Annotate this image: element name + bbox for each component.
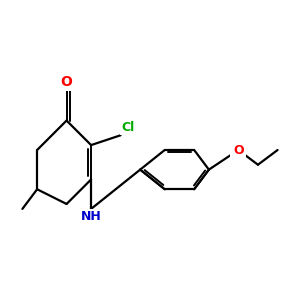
Text: O: O xyxy=(233,143,244,157)
Text: O: O xyxy=(61,75,73,89)
Text: NH: NH xyxy=(81,210,101,224)
Text: Cl: Cl xyxy=(122,121,135,134)
